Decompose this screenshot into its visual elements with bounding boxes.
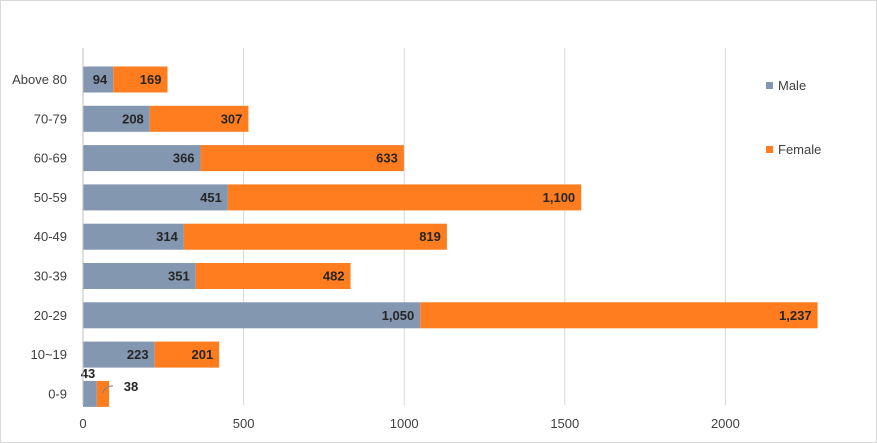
legend-swatch-male	[766, 82, 773, 89]
bar-male-70-79	[83, 105, 150, 132]
legend: Male Female	[766, 78, 821, 157]
data-label-male: 351	[168, 269, 190, 284]
category-label: 10~19	[30, 347, 67, 362]
bar-female-Above 80	[113, 66, 168, 93]
x-tick-label: 0	[79, 416, 86, 431]
x-tick-label: 500	[233, 416, 255, 431]
category-label: 60-69	[34, 151, 67, 166]
bar-female-60-69	[200, 145, 404, 172]
bars	[83, 66, 818, 407]
data-label-female: 169	[140, 72, 162, 87]
bar-male-50-59	[83, 184, 228, 211]
data-label-female: 1,237	[779, 308, 812, 323]
data-label-male: 314	[156, 229, 178, 244]
leader-line	[102, 385, 114, 394]
bar-male-Above 80	[83, 66, 114, 93]
bar-male-0-9	[83, 380, 97, 407]
bar-male-40-49	[83, 223, 184, 250]
data-label-male: 1,050	[382, 308, 415, 323]
bar-female-70-79	[149, 105, 249, 132]
data-label-male: 366	[173, 151, 195, 166]
x-tick-label: 1500	[550, 416, 579, 431]
category-label: 20-29	[34, 308, 67, 323]
category-label: 0-9	[48, 386, 67, 401]
data-label-female: 819	[419, 229, 441, 244]
data-label-male: 43	[81, 366, 95, 381]
category-label: 40-49	[34, 229, 67, 244]
data-label-female: 201	[191, 347, 213, 362]
bar-female-20-29	[420, 302, 818, 329]
bar-male-60-69	[83, 145, 201, 172]
bar-male-20-29	[83, 302, 421, 329]
data-label-male: 94	[93, 72, 108, 87]
bar-female-30-39	[195, 263, 351, 289]
bar-female-0-9	[96, 380, 110, 407]
bar-female-10~19	[154, 341, 220, 368]
data-labels: 43 38 223 201 1,050 1,237 351 482 314 819 451 1,100…	[81, 72, 812, 394]
bar-male-30-39	[83, 263, 196, 289]
data-label-female: 482	[323, 269, 345, 284]
axes: 0 500 1000 1500 2000 0-9 10~19 20-29 30-39 40-49 5…	[12, 48, 740, 431]
data-label-female: 1,100	[543, 190, 576, 205]
category-label: 50-59	[34, 190, 67, 205]
category-label: 70-79	[34, 111, 67, 126]
bar-female-40-49	[183, 223, 447, 250]
bar-female-50-59	[227, 184, 582, 211]
data-label-female: 633	[376, 151, 398, 166]
data-label-female: 307	[221, 111, 243, 126]
legend-label-female: Female	[778, 142, 821, 157]
data-label-female: 38	[124, 379, 138, 394]
legend-swatch-female	[766, 146, 773, 153]
legend-label-male: Male	[778, 78, 806, 93]
x-tick-label: 2000	[711, 416, 740, 431]
data-label-male: 208	[122, 111, 144, 126]
x-tick-label: 1000	[390, 416, 419, 431]
category-label: 30-39	[34, 269, 67, 284]
category-label: Above 80	[12, 72, 67, 87]
bar-male-10~19	[83, 341, 155, 368]
data-label-male: 451	[200, 190, 222, 205]
data-label-male: 223	[127, 347, 149, 362]
